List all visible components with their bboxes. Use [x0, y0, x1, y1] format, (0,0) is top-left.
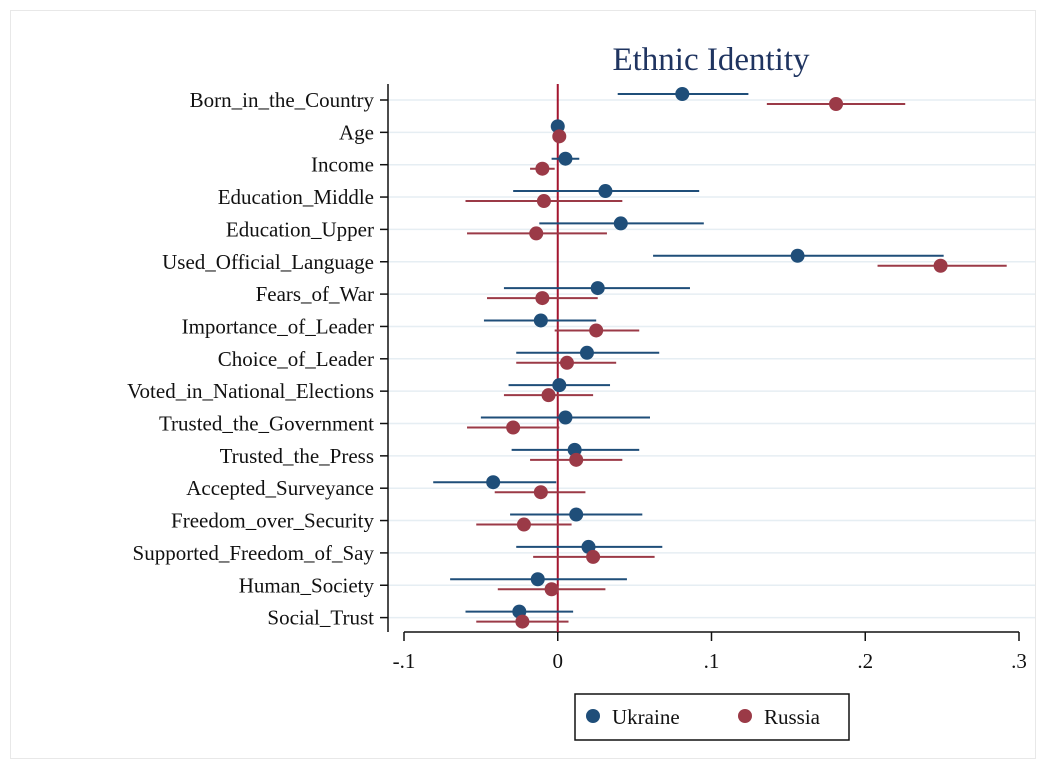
point-ukraine: [579, 345, 594, 360]
y-tick-label: Fears_of_War: [256, 282, 374, 306]
point-russia: [569, 452, 584, 467]
y-tick-label: Born_in_the_Country: [190, 88, 375, 112]
point-russia: [533, 485, 548, 500]
chart-title: Ethnic Identity: [612, 42, 810, 78]
point-russia: [516, 517, 531, 532]
point-russia: [535, 161, 550, 176]
y-tick-label: Trusted_the_Government: [159, 412, 374, 436]
y-tick-label: Freedom_over_Security: [171, 509, 374, 533]
point-russia: [829, 97, 844, 111]
point-ukraine: [486, 475, 501, 490]
legend-marker-ukraine: [586, 709, 600, 723]
point-ukraine: [598, 184, 613, 199]
point-ukraine: [590, 281, 605, 296]
legend-marker-russia: [738, 709, 752, 723]
point-russia: [541, 388, 556, 403]
x-tick-label: .1: [704, 649, 720, 673]
legend-label-russia: Russia: [764, 705, 821, 729]
y-tick-label: Used_Official_Language: [162, 250, 374, 274]
y-tick-label: Education_Middle: [218, 185, 374, 209]
y-tick-label: Human_Society: [239, 573, 375, 597]
point-ukraine: [613, 216, 628, 231]
y-tick-label: Voted_in_National_Elections: [127, 379, 374, 403]
point-ukraine: [552, 378, 567, 393]
y-tick-label: Income: [311, 153, 374, 177]
point-ukraine: [558, 151, 573, 166]
point-ukraine: [558, 410, 573, 425]
x-tick-label: .2: [857, 649, 873, 673]
point-russia: [515, 614, 530, 629]
point-russia: [506, 420, 521, 435]
y-tick-label: Choice_of_Leader: [218, 347, 374, 371]
legend-label-ukraine: Ukraine: [612, 705, 680, 729]
y-axis: Born_in_the_Country Age Income Education_Mi…: [127, 84, 389, 632]
y-tick-label: Supported_Freedom_of_Say: [133, 541, 375, 565]
grid-lines: [388, 99, 1035, 619]
y-tick-label: Age: [339, 120, 374, 144]
y-tick-label: Accepted_Surveyance: [186, 476, 374, 500]
legend-box: [574, 693, 850, 741]
y-tick-label: Social_Trust: [267, 606, 374, 630]
point-russia: [552, 129, 567, 144]
point-russia: [535, 291, 550, 306]
point-ukraine: [675, 87, 690, 101]
point-ukraine: [790, 248, 805, 263]
point-russia: [933, 258, 948, 273]
point-ukraine: [569, 507, 584, 522]
point-ukraine: [530, 572, 545, 587]
y-tick-label: Trusted_the_Press: [220, 444, 374, 468]
y-tick-label: Education_Upper: [226, 217, 374, 241]
x-tick-label: -.1: [393, 649, 416, 673]
chart-marks: [433, 87, 1007, 629]
x-tick-label: .3: [1011, 649, 1027, 673]
point-russia: [536, 194, 551, 209]
x-axis: -.1 0 .1 .2 .3: [393, 631, 1027, 673]
point-russia: [589, 323, 604, 338]
point-russia: [586, 549, 601, 564]
x-tick-label: 0: [553, 649, 564, 673]
point-ukraine: [533, 313, 548, 328]
point-russia: [544, 582, 559, 597]
point-russia: [559, 355, 574, 370]
point-russia: [529, 226, 544, 241]
y-tick-label: Importance_of_Leader: [182, 314, 374, 338]
legend: Ukraine Russia: [574, 693, 850, 741]
